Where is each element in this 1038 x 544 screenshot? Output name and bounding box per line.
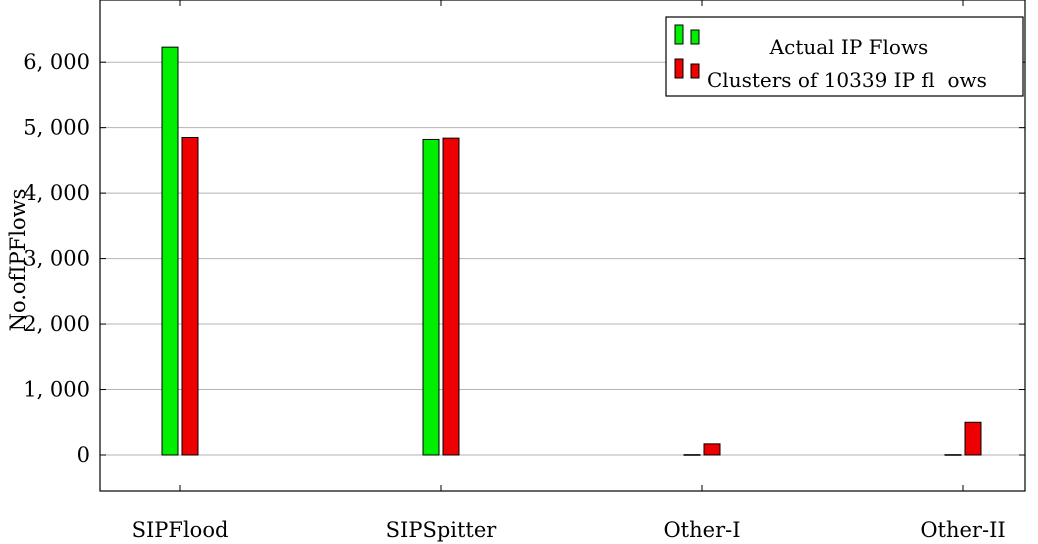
tick-labels: 0 1, 000 2, 000 3, 000 4, 000 5, 000 6, 000 SIP… [23, 50, 1005, 542]
bar [683, 454, 701, 456]
bar [422, 138, 440, 456]
y-tick-label: 3, 000 [23, 247, 90, 271]
legend-label-clusters: Clusters of 10339 IP fl ows [707, 68, 987, 92]
gridlines [100, 61, 1025, 456]
y-axis-title: No.ofIPFlows [6, 189, 30, 332]
legend-swatch-clusters [690, 63, 700, 79]
x-tick-label: SIPSpitter [386, 518, 498, 542]
x-tick-label: SIPFlood [132, 518, 229, 542]
y-tick-label: 1, 000 [23, 378, 90, 402]
bar [442, 137, 460, 456]
legend-box [665, 16, 1024, 97]
legend-swatch-actual [674, 24, 684, 45]
x-tick-label: Other-II [920, 518, 1005, 542]
bar [944, 454, 962, 456]
legend-label-actual: Actual IP Flows [769, 35, 929, 59]
y-tick-label: 2, 000 [23, 312, 90, 336]
x-tick-label: Other-I [663, 518, 740, 542]
bar [181, 136, 199, 456]
bars [161, 46, 982, 456]
y-tick-label: 6, 000 [23, 50, 90, 74]
legend-swatch-actual [690, 29, 700, 45]
bar [964, 421, 982, 456]
axis-ticks [100, 0, 1025, 491]
bar [703, 443, 721, 456]
plot-frame [99, 0, 1026, 492]
y-tick-label: 0 [77, 443, 90, 467]
bar [161, 46, 179, 456]
legend: Actual IP Flows Clusters of 10339 IP fl … [665, 16, 1024, 97]
legend-swatch-clusters [674, 58, 684, 79]
legend-item-clusters: Clusters of 10339 IP fl ows [674, 58, 987, 92]
y-tick-label: 4, 000 [23, 181, 90, 205]
legend-item-actual: Actual IP Flows [674, 24, 929, 59]
y-tick-label: 5, 000 [23, 116, 90, 140]
